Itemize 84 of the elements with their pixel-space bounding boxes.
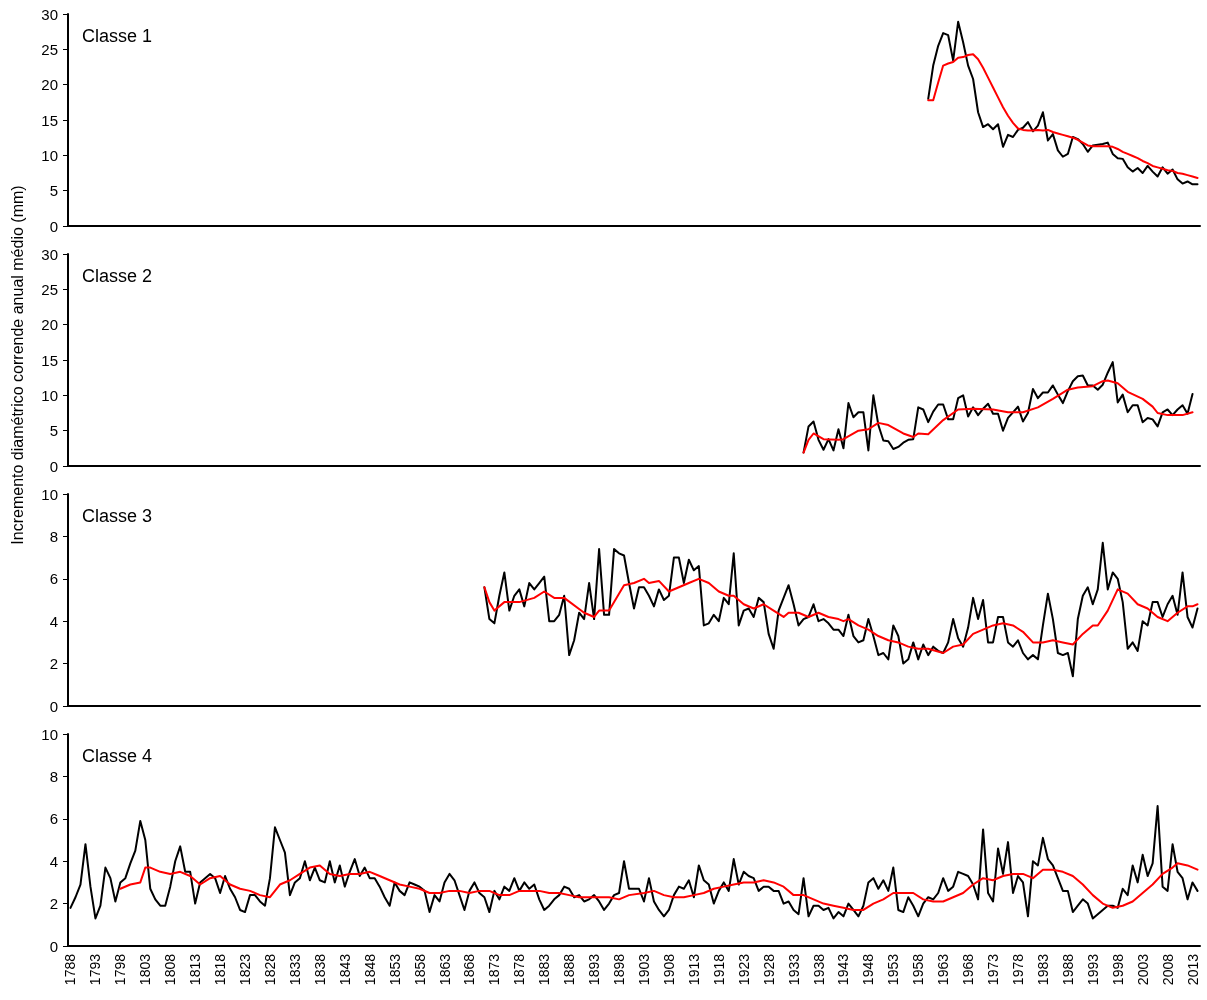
x-tick-label: 1958 — [910, 953, 927, 986]
y-tick-label: 10 — [41, 725, 58, 743]
x-tick-label: 1873 — [486, 953, 503, 986]
y-tick-label: 4 — [49, 852, 58, 870]
y-tick-label: 10 — [41, 146, 58, 164]
y-tick-label: 10 — [41, 386, 58, 404]
y-tick-label: 2 — [49, 895, 58, 913]
y-tick-label: 10 — [41, 485, 58, 503]
y-tick-label: 5 — [49, 422, 58, 440]
line-series — [927, 53, 1199, 179]
line-series — [483, 541, 1199, 678]
y-tick-label: 20 — [41, 316, 58, 334]
y-tick-label: 15 — [41, 351, 58, 369]
x-tick-label: 1793 — [87, 953, 104, 986]
x-tick-label: 1788 — [62, 953, 79, 986]
x-tick-label: 1888 — [561, 953, 578, 986]
y-tick-label: 15 — [41, 111, 58, 129]
x-tick-label: 1853 — [386, 953, 403, 986]
x-tick-label: 1803 — [137, 953, 154, 986]
line-series — [802, 361, 1194, 454]
x-tick-label: 1933 — [785, 953, 802, 986]
x-tick-label: 1968 — [960, 953, 977, 986]
x-tick-label: 1903 — [635, 953, 652, 986]
x-tick-label: 1843 — [336, 953, 353, 986]
y-tick-label: 0 — [49, 457, 58, 475]
y-tick-label: 6 — [49, 570, 58, 588]
x-tick-label: 1828 — [261, 953, 278, 986]
x-tick-label: 1898 — [611, 953, 628, 986]
x-tick-label: 1893 — [586, 953, 603, 986]
y-tick-label: 0 — [49, 217, 58, 235]
x-tick-label: 1978 — [1009, 953, 1026, 986]
y-tick-label: 2 — [49, 655, 58, 673]
x-tick-label: 1858 — [411, 953, 428, 986]
x-tick-label: 1913 — [685, 953, 702, 986]
x-tick-label: 1798 — [112, 953, 129, 986]
y-tick-label: 6 — [49, 810, 58, 828]
x-tick-label: 1918 — [710, 953, 727, 986]
y-tick-label: 20 — [41, 76, 58, 94]
x-tick-label: 1838 — [311, 953, 328, 986]
x-tick-label: 2003 — [1134, 953, 1151, 986]
x-tick-label: 1878 — [511, 953, 528, 986]
line-series — [119, 862, 1199, 911]
x-tick-label: 2013 — [1184, 953, 1201, 986]
x-tick-label: 1973 — [985, 953, 1002, 986]
y-tick-label: 0 — [49, 697, 58, 715]
x-tick-label: 1948 — [860, 953, 877, 986]
x-tick-label: 1908 — [660, 953, 677, 986]
text: Classe 3 — [82, 506, 153, 526]
x-tick-label: 1808 — [162, 953, 179, 986]
x-tick-label: 1953 — [885, 953, 902, 986]
y-tick-label: 25 — [41, 40, 58, 58]
x-tick-label: 1813 — [187, 953, 204, 986]
x-tick-label: 1998 — [1109, 953, 1126, 986]
x-tick-label: 1983 — [1034, 953, 1051, 986]
text: Classe 1 — [82, 26, 153, 46]
x-tick-label: 1848 — [361, 953, 378, 986]
line-series — [927, 20, 1199, 186]
x-tick-label: 1863 — [436, 953, 453, 986]
y-tick-label: 30 — [41, 5, 58, 23]
x-tick-label: 1823 — [237, 953, 254, 986]
x-tick-label: 1883 — [536, 953, 553, 986]
x-tick-label: 1923 — [735, 953, 752, 986]
y-tick-label: 8 — [49, 767, 58, 785]
y-tick-label: 30 — [41, 245, 58, 263]
text: Classe 2 — [82, 266, 153, 286]
y-tick-label: 25 — [41, 280, 58, 298]
x-tick-label: 1963 — [935, 953, 952, 986]
x-tick-label: 1833 — [286, 953, 303, 986]
y-tick-label: 0 — [49, 937, 58, 955]
x-tick-label: 1818 — [212, 953, 229, 986]
x-tick-label: 1943 — [835, 953, 852, 986]
y-tick-label: 4 — [49, 612, 58, 630]
line-series — [483, 577, 1199, 654]
x-tick-label: 2008 — [1159, 953, 1176, 986]
y-tick-label: 5 — [49, 182, 58, 200]
y-axis-title: Incremento diamétrico corrende anual médio (mm) — [9, 185, 27, 545]
x-tick-label: 1938 — [810, 953, 827, 986]
x-tick-label: 1988 — [1059, 953, 1076, 986]
text: Classe 4 — [82, 746, 153, 766]
x-tick-label: 1993 — [1084, 953, 1101, 986]
x-tick-label: 1868 — [461, 953, 478, 986]
x-tick-label: 1928 — [760, 953, 777, 986]
line-series — [802, 379, 1194, 454]
y-tick-label: 8 — [49, 527, 58, 545]
